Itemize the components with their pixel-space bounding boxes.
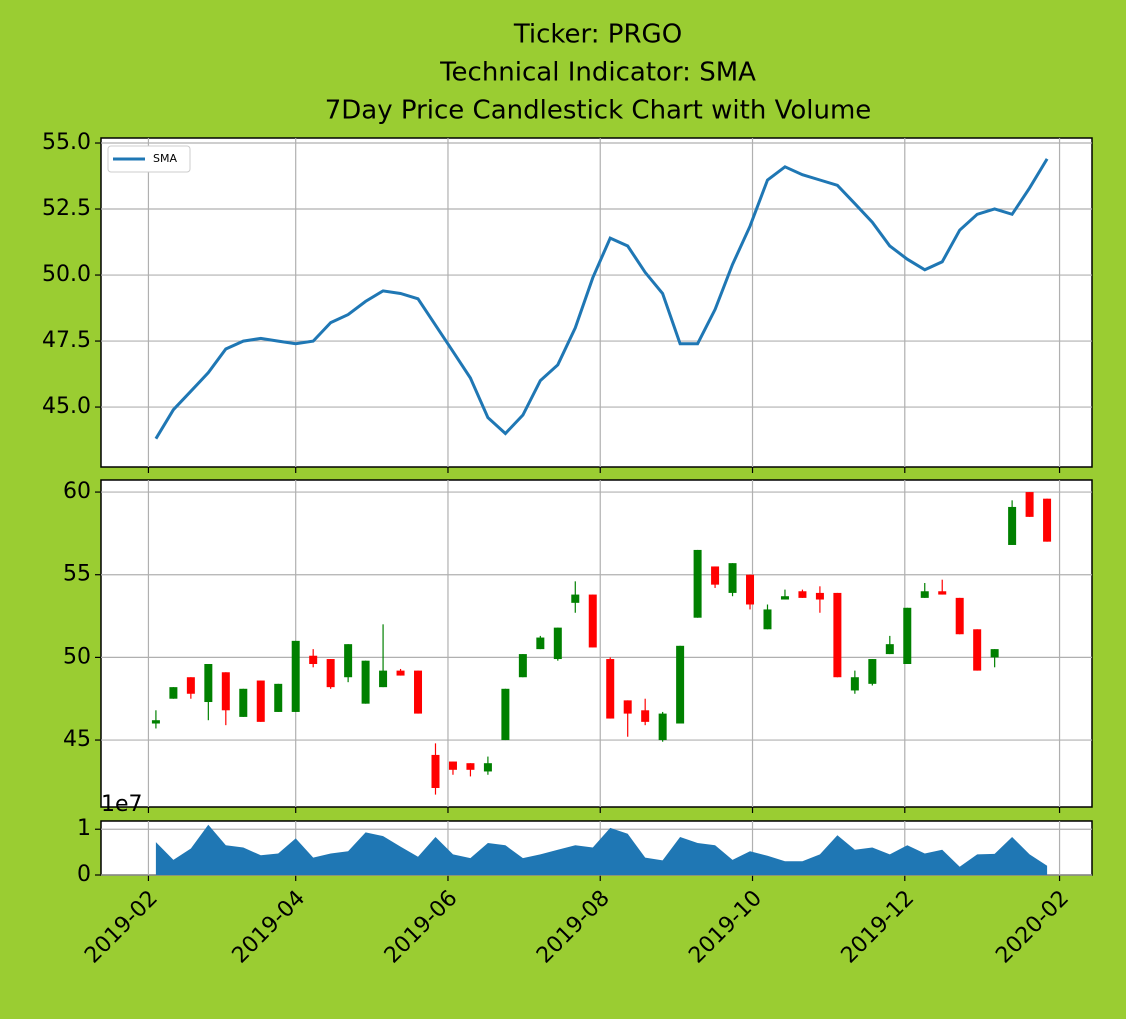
candle-body (1043, 498, 1052, 542)
candle-body (973, 629, 982, 671)
candle-body (221, 672, 230, 711)
candle-body (291, 640, 300, 712)
y-tick-label: 45.0 (42, 394, 91, 419)
candle-body (326, 659, 335, 688)
y-tick-label: 50 (63, 644, 91, 669)
y-tick-label: 55.0 (42, 130, 91, 155)
plot-content (154, 158, 1049, 440)
x-tick-label: 2019-02 (80, 886, 163, 969)
y-tick-label: 47.5 (42, 328, 91, 353)
chart-title: 7Day Price Candlestick Chart with Volume (325, 96, 872, 126)
plot-area (100, 137, 1093, 468)
candle-body (711, 566, 720, 585)
candle-body (344, 644, 353, 678)
candle-body (938, 591, 947, 595)
candle-body (361, 660, 370, 704)
plot-content (155, 824, 1048, 875)
candle-body (553, 627, 562, 660)
y-tick-label: 1 (77, 816, 91, 841)
candle-body (763, 609, 772, 630)
chart-title: Ticker: PRGO (513, 20, 682, 50)
candle-body (850, 677, 859, 691)
candle-body (920, 591, 929, 598)
candle-body (186, 677, 195, 694)
candle-body (955, 597, 964, 635)
candle-body (431, 754, 440, 788)
y-tick-label: 45 (63, 727, 91, 752)
x-tick-label: 2019-12 (837, 886, 920, 969)
candle-body (623, 700, 632, 714)
y-tick-label: 50.0 (42, 262, 91, 287)
chart-title: Technical Indicator: SMA (439, 58, 756, 88)
legend: SMA (107, 145, 191, 173)
candle-body (588, 594, 597, 648)
y-tick-label: 0 (77, 862, 91, 887)
candle-body (746, 574, 755, 605)
candle-body (868, 659, 877, 684)
legend-box (107, 145, 191, 173)
candle-body (239, 688, 248, 717)
candle-body (780, 596, 789, 600)
candle-body (641, 710, 650, 722)
candle-body (798, 591, 807, 598)
candle-body (815, 592, 824, 600)
candle-body (885, 644, 894, 655)
candle-body (256, 680, 265, 722)
candle-body (693, 549, 702, 618)
candle-body (990, 649, 999, 658)
offset-label: 1e7 (101, 792, 143, 817)
candle-body (1025, 492, 1034, 517)
candle-body (151, 720, 160, 724)
legend-label: SMA (153, 152, 177, 165)
candle-body (536, 637, 545, 650)
candle-body (379, 670, 388, 688)
candle-body (169, 687, 178, 699)
x-tick-label: 2019-06 (380, 886, 463, 969)
y-tick-label: 60 (63, 479, 91, 504)
plot-content (151, 492, 1052, 795)
candle-body (274, 683, 283, 712)
candle-body (204, 663, 213, 703)
x-tick-label: 2019-10 (684, 886, 767, 969)
candle-body (833, 592, 842, 678)
x-tick-label: 2019-04 (228, 886, 311, 969)
candle-body (676, 645, 685, 724)
candle-body (728, 563, 737, 593)
x-tick-label: 2020-02 (991, 886, 1074, 969)
candle-body (658, 713, 667, 741)
x-tick-label: 2019-08 (532, 886, 615, 969)
candle-body (501, 688, 510, 741)
y-tick-label: 55 (63, 562, 91, 587)
y-tick-label: 52.5 (42, 196, 91, 221)
candle-body (309, 655, 318, 664)
candle-body (396, 670, 405, 676)
candle-body (606, 659, 615, 719)
candle-body (903, 607, 912, 664)
sma-line (154, 158, 1049, 440)
candle-body (571, 594, 580, 603)
candle-body (466, 763, 475, 770)
candle-body (414, 670, 423, 714)
candle-body (518, 654, 527, 678)
volume-area (155, 824, 1048, 875)
candle-body (483, 763, 492, 772)
candle-body (448, 761, 457, 770)
candle-body (1008, 506, 1017, 545)
